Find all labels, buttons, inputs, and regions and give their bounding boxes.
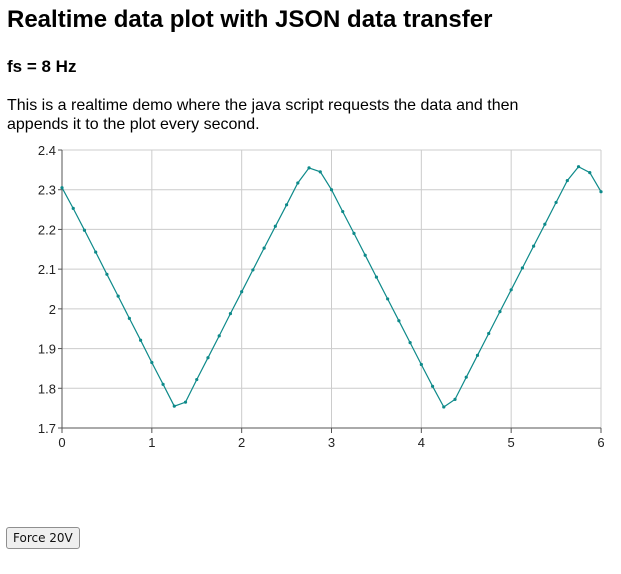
data-point [374,275,379,279]
axis-layer: 0 1 2 3 4 5 6 1.7 1.8 1.9 2 2.1 2.2 2.3 2.4 [38,143,605,450]
description-text: This is a realtime demo where the java s… [7,97,519,133]
x-tick-label: 5 [508,435,515,450]
y-tick-label: 1.9 [38,342,56,357]
realtime-line-chart: 0 1 2 3 4 5 6 1.7 1.8 1.9 2 2.1 2.2 2.3 2.4 [38,143,605,450]
data-point [139,338,143,342]
page-title: Realtime data plot with JSON data transf… [7,6,493,33]
data-point [588,171,592,175]
data-point [273,224,277,228]
data-point [386,297,390,301]
x-tick-label: 3 [328,435,335,450]
data-point [543,222,547,226]
data-point [397,319,401,323]
y-tick-label: 2 [49,302,56,317]
data-point [71,206,75,210]
data-point [442,405,446,409]
data-point [464,375,468,379]
data-point [520,266,524,270]
data-point [150,360,154,365]
data-point [363,253,367,257]
x-tick-label: 4 [418,435,425,450]
data-point [498,310,502,314]
data-point [296,181,300,185]
data-point [228,312,233,316]
data-point [509,288,513,292]
data-point [453,397,457,402]
y-tick-label: 1.8 [38,381,56,396]
x-tick-label: 6 [597,435,604,450]
x-tick-label: 0 [58,435,65,450]
data-point [195,377,199,382]
y-tick-label: 2.4 [38,143,56,158]
data-point [217,334,221,338]
data-point [554,200,558,205]
data-point [318,170,322,174]
data-point [116,294,120,298]
sample-rate-heading: fs = 8 Hz [7,57,77,76]
data-point [576,165,581,169]
data-point [105,272,109,276]
y-tick-label: 2.1 [38,262,56,277]
x-tick-label: 1 [148,435,155,450]
y-tick-label: 2.2 [38,222,56,237]
data-point [94,250,98,254]
data-point [532,244,536,248]
data-point [307,166,311,170]
y-tick-label: 1.7 [38,421,56,436]
series-layer [60,165,603,409]
data-point [341,209,345,214]
data-point [183,400,188,404]
data-point [82,228,87,232]
data-point [284,203,289,207]
data-point [352,231,356,235]
data-point [262,246,266,250]
data-point [60,186,64,190]
data-point [172,404,176,408]
y-tick-label: 2.3 [38,183,56,198]
data-point [408,341,412,345]
data-point [206,356,210,360]
x-tick-label: 2 [238,435,245,450]
data-point [430,384,435,388]
grid-layer [61,149,602,429]
data-point [565,178,569,183]
data-point [475,353,480,357]
data-point [329,188,334,192]
data-point [419,362,423,367]
data-point [240,290,244,294]
force-20v-button[interactable]: Force 20V [6,527,80,549]
data-point [127,316,131,320]
data-point [599,190,603,194]
data-point [161,382,165,386]
data-point [487,331,491,336]
data-point [251,268,255,272]
